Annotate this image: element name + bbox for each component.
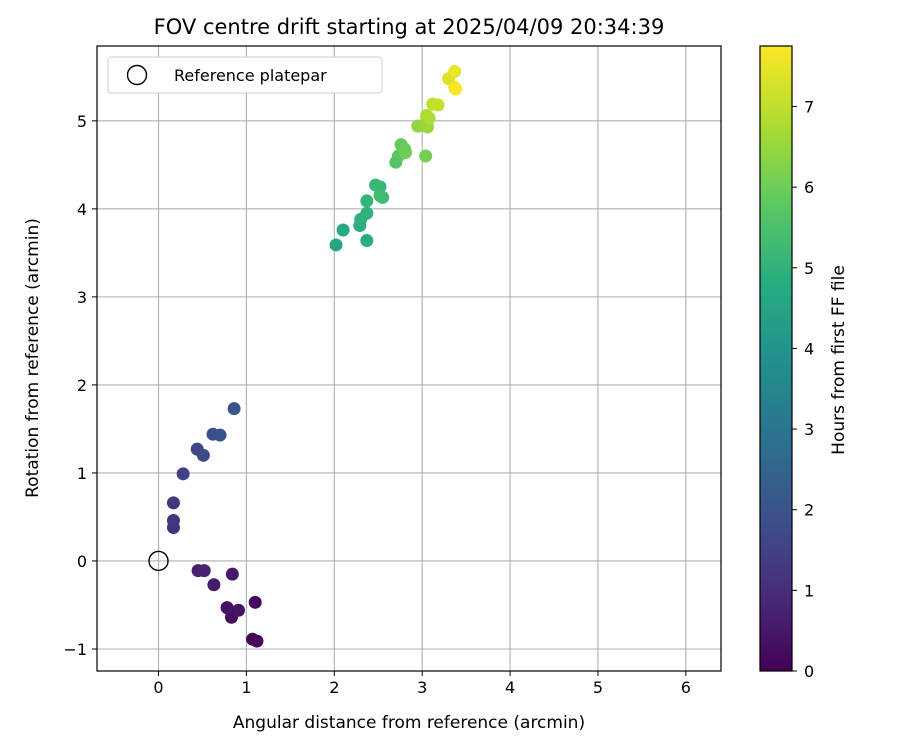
x-tick-label: 5 <box>593 678 603 697</box>
data-point <box>431 98 445 112</box>
data-point <box>207 578 221 592</box>
data-point <box>336 223 350 237</box>
colorbar-tick-label: 7 <box>804 97 814 116</box>
data-point <box>213 428 227 442</box>
chart-title: FOV centre drift starting at 2025/04/09 … <box>154 15 665 39</box>
data-point <box>373 189 387 203</box>
x-axis: 0 1 2 3 4 5 6 <box>153 671 691 697</box>
x-tick-label: 4 <box>505 678 515 697</box>
y-tick-label: 1 <box>77 464 87 483</box>
x-axis-label: Angular distance from reference (arcmin) <box>233 713 585 733</box>
colorbar-tick-label: 5 <box>804 259 814 278</box>
data-point <box>225 567 239 581</box>
colorbar-tick-label: 4 <box>804 339 814 358</box>
y-axis-label: Rotation from reference (arcmin) <box>23 218 43 498</box>
reference-platepar-marker <box>148 550 169 572</box>
colorbar-ticks: 0 1 2 3 4 5 6 7 <box>792 97 814 681</box>
data-point <box>422 111 436 125</box>
data-point <box>398 146 412 160</box>
data-point <box>166 513 180 527</box>
reference-point <box>148 550 169 572</box>
data-point <box>196 448 210 462</box>
y-tick-label: 2 <box>77 376 87 395</box>
x-tick-label: 3 <box>417 678 427 697</box>
x-tick-label: 1 <box>241 678 251 697</box>
data-point <box>248 595 262 609</box>
legend-box <box>107 56 383 94</box>
data-point <box>360 194 374 208</box>
data-point <box>197 564 211 578</box>
data-point <box>419 149 433 163</box>
colorbar: 0 1 2 3 4 5 6 7 Hours from first FF file <box>759 45 849 681</box>
x-tick-label: 0 <box>153 678 163 697</box>
y-tick-label: 3 <box>77 288 87 307</box>
y-tick-label: 5 <box>77 112 87 131</box>
data-point <box>448 65 462 79</box>
y-tick-label: 0 <box>77 552 87 571</box>
plot-grid <box>97 46 721 671</box>
data-point <box>360 206 374 220</box>
data-point <box>176 467 190 481</box>
colorbar-tick-label: 3 <box>804 420 814 439</box>
legend-label: Reference platepar <box>174 66 327 85</box>
data-point <box>360 234 374 248</box>
data-points <box>166 65 463 648</box>
data-point <box>250 634 264 648</box>
y-tick-label: −1 <box>63 640 87 659</box>
legend-marker <box>126 64 148 86</box>
y-tick-label: 4 <box>77 200 87 219</box>
colorbar-label: Hours from first FF file <box>829 265 849 455</box>
data-point <box>449 82 463 96</box>
x-tick-label: 2 <box>329 678 339 697</box>
y-axis: −1 0 1 2 3 4 5 <box>63 112 97 659</box>
colorbar-tick-label: 1 <box>804 581 814 600</box>
data-point <box>227 402 241 416</box>
x-tick-label: 6 <box>681 678 691 697</box>
colorbar-gradient <box>759 45 793 672</box>
data-point <box>166 496 180 510</box>
data-point <box>329 238 343 252</box>
colorbar-tick-label: 6 <box>804 178 814 197</box>
colorbar-tick-label: 0 <box>804 662 814 681</box>
data-point <box>220 601 234 615</box>
plot-frame <box>96 45 722 672</box>
colorbar-tick-label: 2 <box>804 501 814 520</box>
data-point <box>231 603 245 617</box>
legend: Reference platepar <box>107 56 383 94</box>
